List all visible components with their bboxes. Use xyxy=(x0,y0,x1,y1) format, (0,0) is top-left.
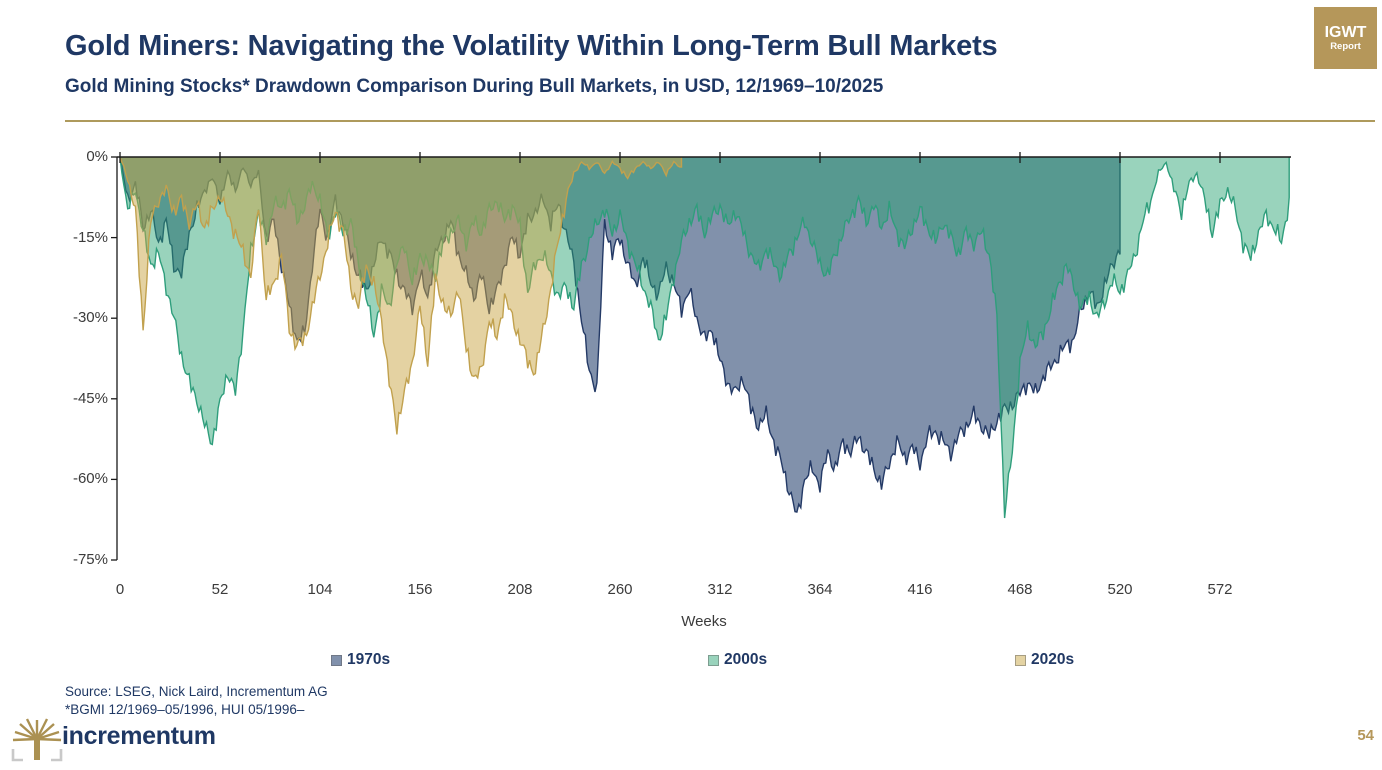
y-axis-label: -30% xyxy=(72,309,108,327)
x-axis-label: 364 xyxy=(807,581,833,598)
legend-item-2000s: 2000s xyxy=(708,651,768,668)
chart-area-series xyxy=(119,156,1290,519)
x-axis-label: 104 xyxy=(307,581,333,598)
x-axis-label: 468 xyxy=(1007,581,1033,598)
legend-label: 1970s xyxy=(347,651,391,668)
page-subtitle: Gold Mining Stocks* Drawdown Comparison … xyxy=(65,76,884,97)
legend-swatch xyxy=(1015,654,1026,666)
x-axis-label: 572 xyxy=(1207,581,1233,598)
legend-label: 2000s xyxy=(724,651,768,668)
incrementum-wordmark: incrementum xyxy=(62,722,216,750)
y-axis-label: 0% xyxy=(86,148,108,165)
x-axis-label: 208 xyxy=(507,581,533,598)
outline-2020s xyxy=(119,156,683,435)
legend-item-2020s: 2020s xyxy=(1015,651,1075,668)
page-number: 54 xyxy=(1357,727,1374,744)
y-axis-label: -45% xyxy=(72,389,108,407)
y-axis-label: -75% xyxy=(72,551,108,568)
y-axis-label: -60% xyxy=(72,470,108,488)
gold-divider-line xyxy=(65,120,1375,122)
legend-label: 2020s xyxy=(1031,651,1075,668)
badge-line1: IGWT xyxy=(1324,24,1367,41)
area-2020s xyxy=(120,157,682,435)
source-line: Source: LSEG, Nick Laird, Incrementum AG xyxy=(65,684,328,699)
y-axis-label: -15% xyxy=(72,228,108,246)
x-axis-title: Weeks xyxy=(681,613,727,630)
legend-item-1970s: 1970s xyxy=(331,651,391,668)
legend-swatch xyxy=(708,654,719,666)
x-axis-label: 312 xyxy=(707,581,733,598)
igwt-report-badge: IGWT Report xyxy=(1314,7,1377,69)
x-axis-label: 52 xyxy=(211,581,229,598)
x-axis-label: 156 xyxy=(407,581,433,598)
x-axis-label: 416 xyxy=(907,581,933,598)
x-axis-label: 260 xyxy=(607,581,633,598)
x-axis-label: 520 xyxy=(1107,581,1133,598)
page-title: Gold Miners: Navigating the Volatility W… xyxy=(65,30,998,62)
badge-line2: Report xyxy=(1330,41,1361,52)
footnote-line: *BGMI 12/1969–05/1996, HUI 05/1996– xyxy=(65,702,305,717)
chart-axes xyxy=(111,152,1291,561)
incrementum-tree-logo xyxy=(11,718,63,762)
legend-swatch xyxy=(331,654,342,666)
x-axis-label: 0 xyxy=(115,581,125,598)
